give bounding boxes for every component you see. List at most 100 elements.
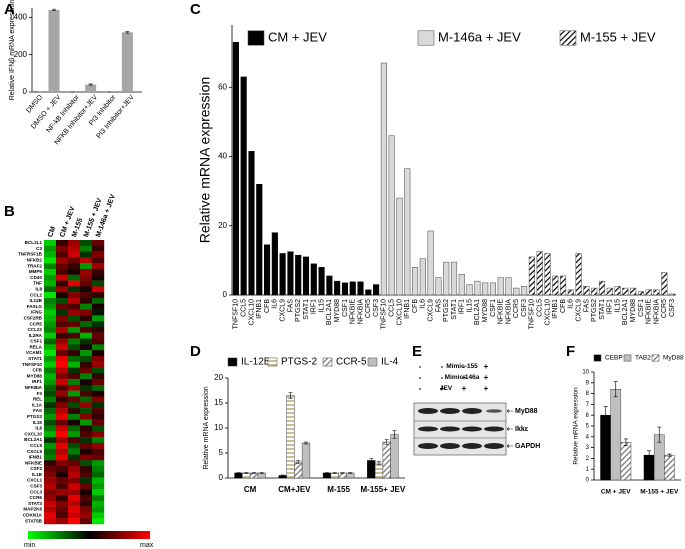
row-label: IL12B [29, 298, 42, 303]
heat-cell [80, 263, 93, 270]
heat-cell [44, 297, 57, 304]
bar [567, 289, 574, 296]
heat-cell [92, 240, 105, 246]
bar [318, 267, 325, 296]
x-tick-label: PTGS2 [443, 299, 450, 322]
heat-cell [80, 396, 93, 403]
heat-cell [92, 489, 105, 496]
bar [404, 168, 411, 296]
x-tick-label: CCR5 [661, 299, 668, 318]
legend-label: CCR-5 [336, 357, 367, 368]
row-label: CSF1 [30, 339, 42, 344]
treatment-label: JEV [440, 385, 453, 392]
heat-cell [92, 245, 105, 252]
bar [427, 230, 434, 296]
row-label: VCAM1 [26, 350, 43, 355]
row-label: BCL2L1 [25, 240, 43, 245]
heat-cell [80, 390, 93, 397]
heat-cell [56, 297, 69, 304]
band [486, 409, 502, 413]
bar [559, 275, 567, 296]
heat-cell [56, 495, 69, 502]
legend-label: M-155 + JEV [580, 29, 656, 44]
error-bar [623, 438, 628, 446]
blot-panel: E [412, 343, 507, 456]
bar [637, 291, 645, 296]
heat-cell [68, 292, 81, 299]
heat-cell [44, 512, 57, 519]
legend-label: IL-4 [381, 357, 399, 368]
bar [396, 197, 403, 296]
bar [302, 256, 310, 296]
x-tick-label: CCL5 [241, 299, 248, 317]
error-bar [340, 472, 345, 474]
legend-swatch [247, 30, 265, 46]
heat-cell [56, 240, 69, 246]
heat-cell [44, 321, 57, 328]
error-bar [52, 8, 56, 11]
heat-cell [44, 280, 57, 287]
band [440, 426, 460, 432]
heat-cell [80, 413, 93, 420]
error-bar [384, 439, 389, 445]
error-bar [325, 472, 330, 474]
heat-cell [80, 286, 93, 293]
heat-cell [92, 263, 105, 270]
panel-letter: E [412, 343, 422, 360]
bar [513, 287, 520, 296]
band [484, 426, 504, 432]
x-tick-label: CCR5 [365, 299, 372, 318]
heat-cell [80, 477, 93, 484]
heat-cell [92, 361, 105, 368]
row-label: CSF3 [30, 484, 42, 489]
heat-cell [80, 402, 93, 409]
bar [598, 280, 606, 296]
heat-cell [44, 460, 57, 467]
heat-cell [92, 500, 105, 507]
heat-cell [56, 263, 69, 270]
heat-cell [80, 257, 93, 264]
error-bar [348, 472, 353, 474]
treatment-sign: + [484, 384, 489, 393]
heat-cell [68, 413, 81, 420]
heat-cell [44, 495, 57, 502]
heat-cell [44, 361, 57, 368]
band [418, 408, 438, 414]
row-label: IL2RA [29, 333, 43, 338]
heat-cell [56, 425, 69, 432]
row-label: BCL2A1 [24, 437, 42, 442]
heat-cell [56, 373, 69, 380]
heat-cell [44, 454, 57, 461]
heat-cell [44, 471, 57, 478]
heat-cell [44, 506, 57, 513]
legend-label: CM + JEV [268, 29, 327, 44]
heat-cell [56, 361, 69, 368]
y-tick-label: 20 [214, 373, 223, 382]
heat-cell [68, 460, 81, 467]
heat-cell [56, 321, 69, 328]
treatment-sign: - [463, 362, 466, 371]
heat-cell [68, 373, 81, 380]
y-tick-label: 4 [586, 434, 590, 440]
bar [419, 258, 426, 296]
x-tick-label: MYD88 [334, 299, 341, 322]
error-bar [288, 392, 293, 399]
band [462, 408, 482, 414]
column-label: CM [47, 226, 57, 239]
row-label: NFKB2 [27, 258, 43, 263]
heat-cell [68, 350, 81, 357]
heat-cell [56, 384, 69, 391]
heat-cell [44, 442, 57, 449]
heat-cell [92, 292, 105, 299]
heat-cell [68, 280, 81, 287]
row-label: MYD88 [27, 373, 43, 378]
bar [349, 281, 356, 296]
bar [334, 280, 341, 296]
heat-cell [80, 512, 93, 519]
bar [411, 267, 419, 296]
legend-label: PTGS-2 [281, 357, 318, 368]
error-bar [332, 472, 337, 474]
bar [610, 389, 622, 481]
x-tick-label: IFNB1 [256, 299, 263, 319]
panel-letter: A [4, 1, 15, 18]
